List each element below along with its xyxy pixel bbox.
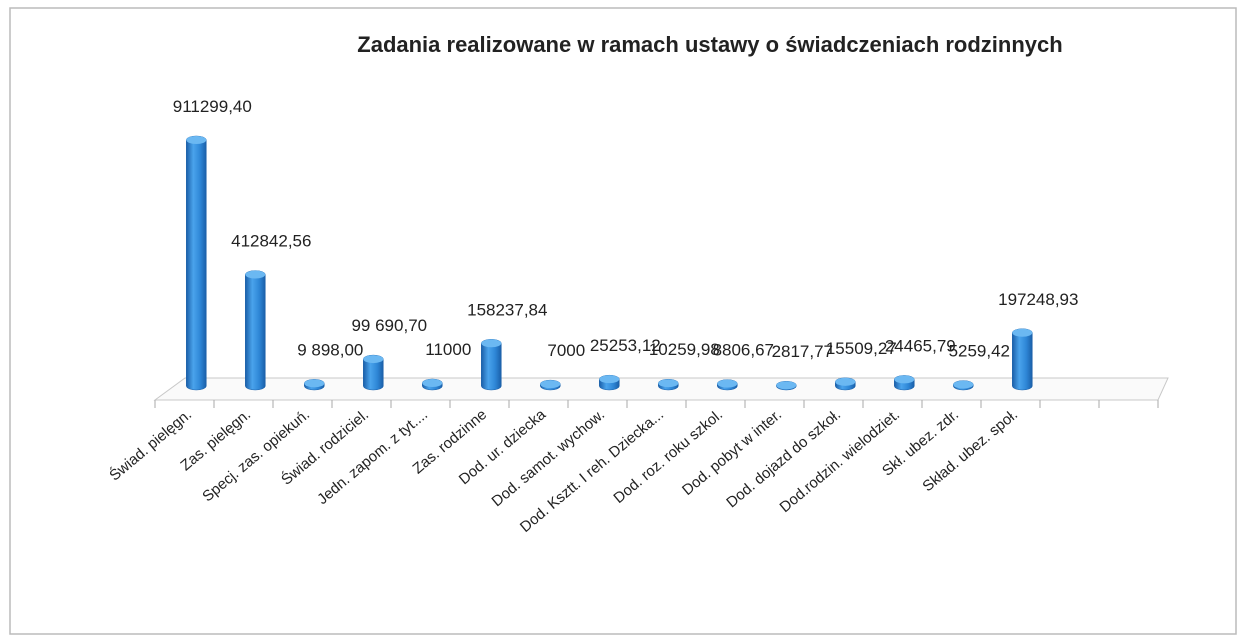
bar-top <box>363 355 384 364</box>
bar-top <box>953 380 974 389</box>
chart-frame <box>9 7 1237 635</box>
data-label: 10259,98 <box>649 340 720 359</box>
bar-top <box>717 379 738 388</box>
bar-top <box>776 381 797 390</box>
bar-top <box>245 270 266 279</box>
data-label: 25253,12 <box>590 336 661 355</box>
data-label: 24465,79 <box>885 336 956 355</box>
chart-title: Zadania realizowane w ramach ustawy o św… <box>357 32 1062 57</box>
bar-top <box>422 379 443 388</box>
data-label: 911299,40 <box>173 97 252 116</box>
bar-top <box>540 380 561 389</box>
bar <box>186 135 207 391</box>
data-label: 8806,67 <box>713 341 774 360</box>
bar-top <box>894 375 915 384</box>
bar-top <box>1012 328 1033 337</box>
data-label: 2817,77 <box>772 342 833 361</box>
bar-top <box>658 379 679 388</box>
data-label: 158237,84 <box>467 300 547 319</box>
bar <box>245 270 266 391</box>
data-label: 7000 <box>547 341 585 360</box>
data-label: 15509,27 <box>826 339 897 358</box>
bar-top <box>599 375 620 384</box>
data-label: 9 898,00 <box>297 340 363 359</box>
bar <box>363 354 384 391</box>
bar-top <box>304 379 325 388</box>
bar-top <box>481 339 502 348</box>
data-label: 99 690,70 <box>351 316 427 335</box>
bar-top <box>186 136 207 144</box>
data-label: 11000 <box>425 340 471 359</box>
data-label: 5259,42 <box>949 342 1010 361</box>
data-label: 412842,56 <box>231 232 311 251</box>
bar <box>1012 328 1033 391</box>
data-label: 197248,93 <box>998 290 1078 309</box>
bar-top <box>835 377 856 386</box>
